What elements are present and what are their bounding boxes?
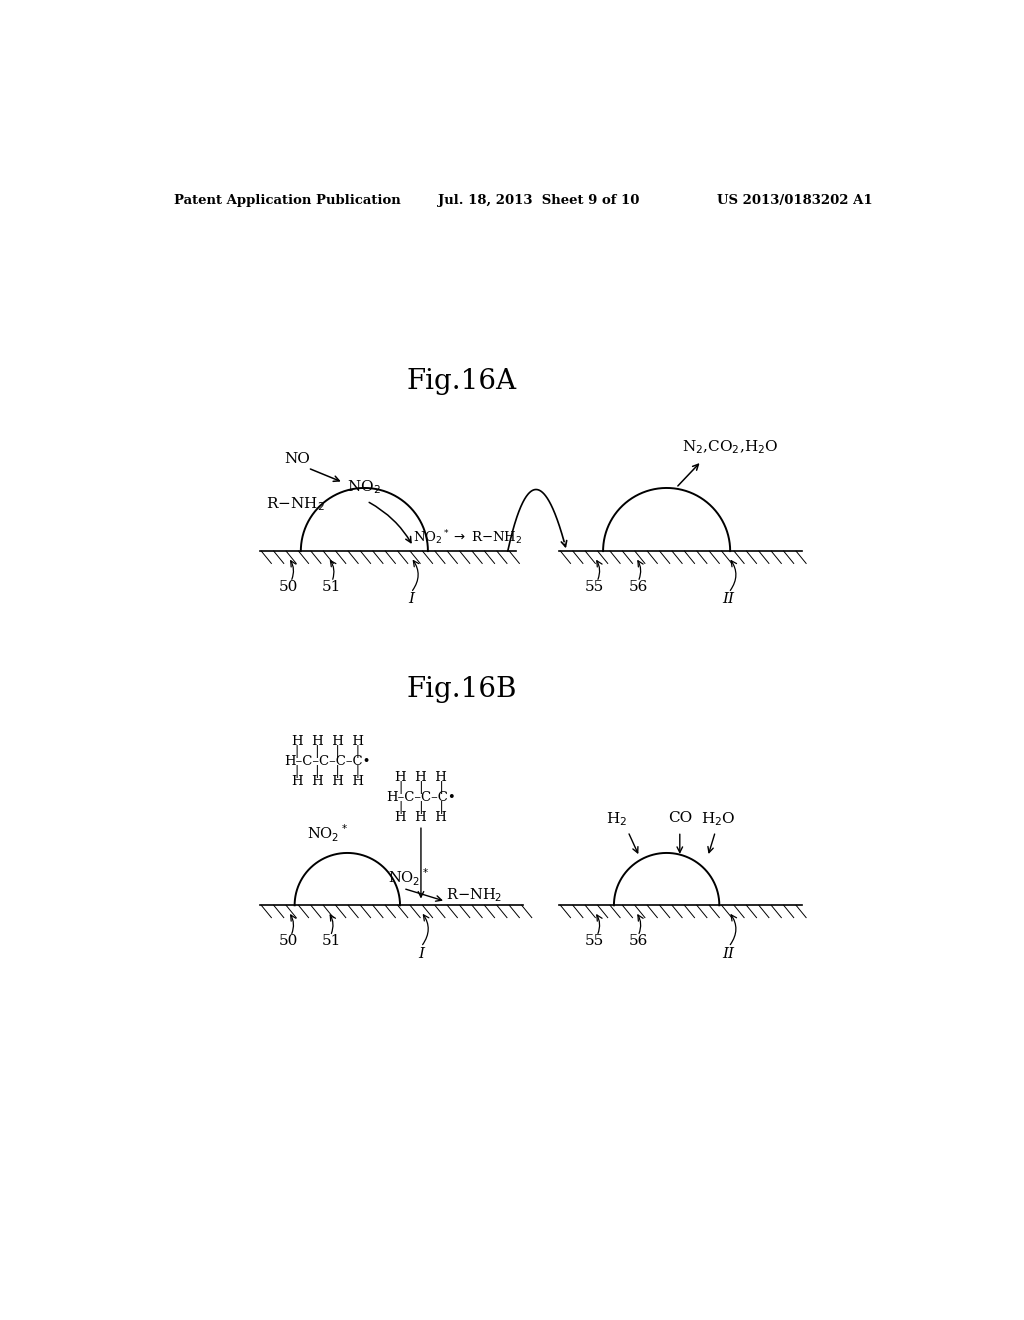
Text: |    |    |    |: | | | |: [296, 746, 360, 758]
Text: H–C–C–C–C•: H–C–C–C–C•: [285, 755, 372, 768]
Text: H–C–C–C•: H–C–C–C•: [386, 791, 456, 804]
Text: R$-$NH$_2$: R$-$NH$_2$: [445, 886, 502, 904]
Text: H$_2$: H$_2$: [605, 810, 627, 829]
Text: |    |    |: | | |: [398, 801, 443, 813]
Text: II: II: [723, 593, 734, 606]
Text: Jul. 18, 2013  Sheet 9 of 10: Jul. 18, 2013 Sheet 9 of 10: [438, 194, 639, 207]
Text: 55: 55: [585, 581, 604, 594]
Text: Fig.16A: Fig.16A: [407, 368, 516, 395]
Text: |    |    |: | | |: [398, 780, 443, 793]
Text: NO$_2$$^*$: NO$_2$$^*$: [307, 822, 348, 843]
Text: 55: 55: [585, 935, 604, 948]
Text: 56: 56: [629, 581, 647, 594]
Text: H  H  H: H H H: [395, 810, 446, 824]
Text: 56: 56: [629, 935, 647, 948]
Text: NO$_2$$^*$: NO$_2$$^*$: [388, 867, 428, 888]
Text: CO: CO: [668, 810, 692, 825]
Text: US 2013/0183202 A1: US 2013/0183202 A1: [717, 194, 872, 207]
Text: H  H  H  H: H H H H: [292, 775, 364, 788]
Text: H  H  H: H H H: [395, 771, 446, 784]
Text: 51: 51: [322, 935, 341, 948]
Text: R$-$NH$_2$: R$-$NH$_2$: [266, 496, 325, 513]
Text: |    |    |    |: | | | |: [296, 766, 360, 779]
Text: 50: 50: [279, 581, 298, 594]
Text: N$_2$,CO$_2$,H$_2$O: N$_2$,CO$_2$,H$_2$O: [682, 438, 778, 455]
Text: Patent Application Publication: Patent Application Publication: [174, 194, 401, 207]
Text: II: II: [723, 946, 734, 961]
Text: NO$_2$: NO$_2$: [346, 478, 380, 496]
Text: 50: 50: [279, 935, 298, 948]
Text: NO: NO: [285, 451, 310, 466]
Text: Fig.16B: Fig.16B: [406, 676, 516, 704]
Text: H  H  H  H: H H H H: [292, 735, 364, 748]
Text: 51: 51: [322, 581, 341, 594]
Text: I: I: [408, 593, 414, 606]
Text: NO$_2$$^*$$\to$ R$-$NH$_2$: NO$_2$$^*$$\to$ R$-$NH$_2$: [414, 528, 522, 546]
Text: H$_2$O: H$_2$O: [701, 810, 736, 829]
Text: I: I: [418, 946, 424, 961]
